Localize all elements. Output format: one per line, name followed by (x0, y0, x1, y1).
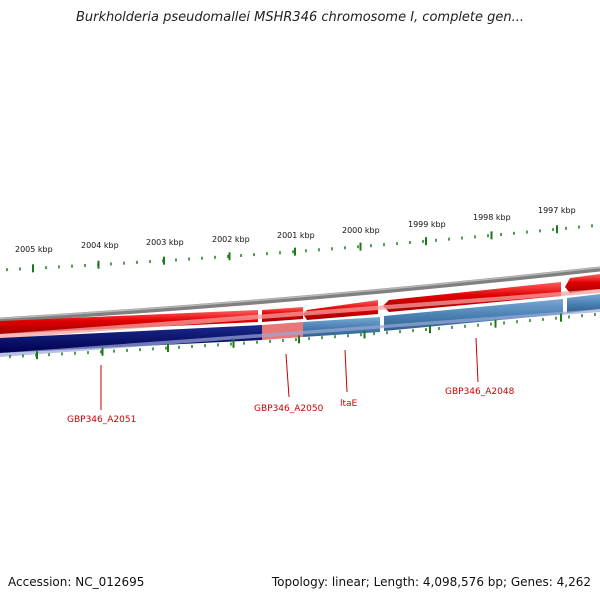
reverse-strand (0, 294, 600, 357)
label-leader-line (285, 353, 290, 398)
label-leader-line (475, 337, 479, 383)
gene-pale-band (0, 289, 600, 339)
ruler-label: 2003 kbp (146, 238, 184, 247)
gene-label[interactable]: GBP346_A2051 (67, 415, 136, 425)
ruler-label: 2002 kbp (212, 235, 250, 244)
gene-feature-highlight[interactable] (262, 322, 303, 340)
ruler-label: 1998 kbp (473, 213, 511, 222)
gene-label[interactable]: ltaE (340, 399, 358, 409)
genome-summary-text: Topology: linear; Length: 4,098,576 bp; … (271, 575, 591, 589)
ruler-label: 2005 kbp (15, 245, 53, 254)
ruler-label: 2001 kbp (277, 231, 315, 240)
ruler-major-ticks (32, 225, 558, 273)
accession-text: Accession: NC_012695 (8, 575, 145, 589)
gene-feature[interactable] (567, 294, 600, 313)
backbone-highlight (0, 266, 600, 320)
gene-label[interactable]: GBP346_A2050 (254, 404, 324, 414)
gene-arrow[interactable] (565, 274, 600, 293)
reverse-pale-band (0, 309, 600, 357)
ruler-label: 2004 kbp (81, 241, 119, 250)
label-leader-line (344, 349, 348, 393)
gene-feature-selected[interactable] (0, 325, 262, 353)
genome-title: Burkholderia pseudomallei MSHR346 chromo… (75, 10, 525, 25)
gene-feature[interactable] (0, 310, 258, 334)
ruler-label: 1997 kbp (538, 206, 576, 215)
ruler-label: 2000 kbp (342, 226, 380, 235)
ruler-labels: 2005 kbp 2004 kbp 2003 kbp 2002 kbp 2001… (15, 206, 576, 254)
gene-labels: GBP346_A2051 GBP346_A2050 ltaE GBP346_A2… (67, 337, 515, 425)
backbone-track (0, 266, 600, 323)
ruler-label: 1999 kbp (408, 220, 446, 229)
lower-ruler-major-ticks (36, 313, 562, 360)
forward-strand (0, 274, 600, 339)
gene-label[interactable]: GBP346_A2048 (445, 387, 515, 397)
